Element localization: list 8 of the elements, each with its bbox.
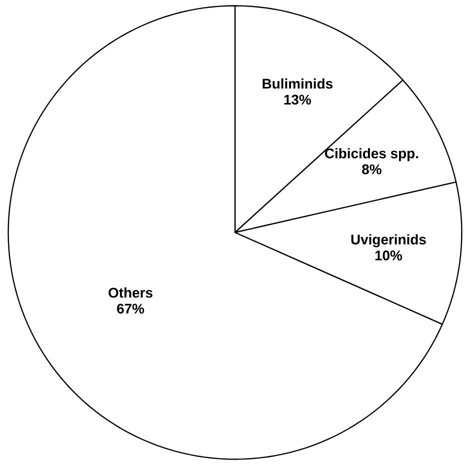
slice-label: Uvigerinids (351, 234, 426, 248)
slice-label: Cibicides spp. (325, 148, 418, 162)
data-label: 8% (362, 164, 382, 174)
data-label: 10% (375, 250, 402, 260)
slice-label: Buliminids (262, 78, 333, 89)
data-label: 67% (117, 304, 144, 314)
slice-label: Others (108, 287, 152, 298)
data-label: 13% (284, 94, 312, 105)
